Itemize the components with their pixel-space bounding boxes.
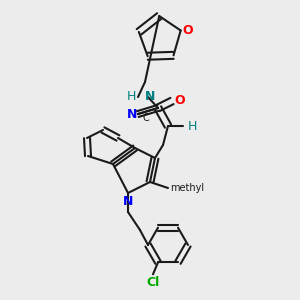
Text: Cl: Cl [146, 276, 160, 289]
Text: C: C [142, 113, 149, 123]
Text: H: H [188, 119, 197, 133]
Text: N: N [127, 107, 137, 121]
Text: O: O [183, 24, 193, 37]
Text: N: N [123, 195, 133, 208]
Text: O: O [174, 94, 184, 107]
Text: H: H [127, 91, 136, 103]
Text: N: N [145, 91, 155, 103]
Text: methyl: methyl [170, 183, 204, 193]
